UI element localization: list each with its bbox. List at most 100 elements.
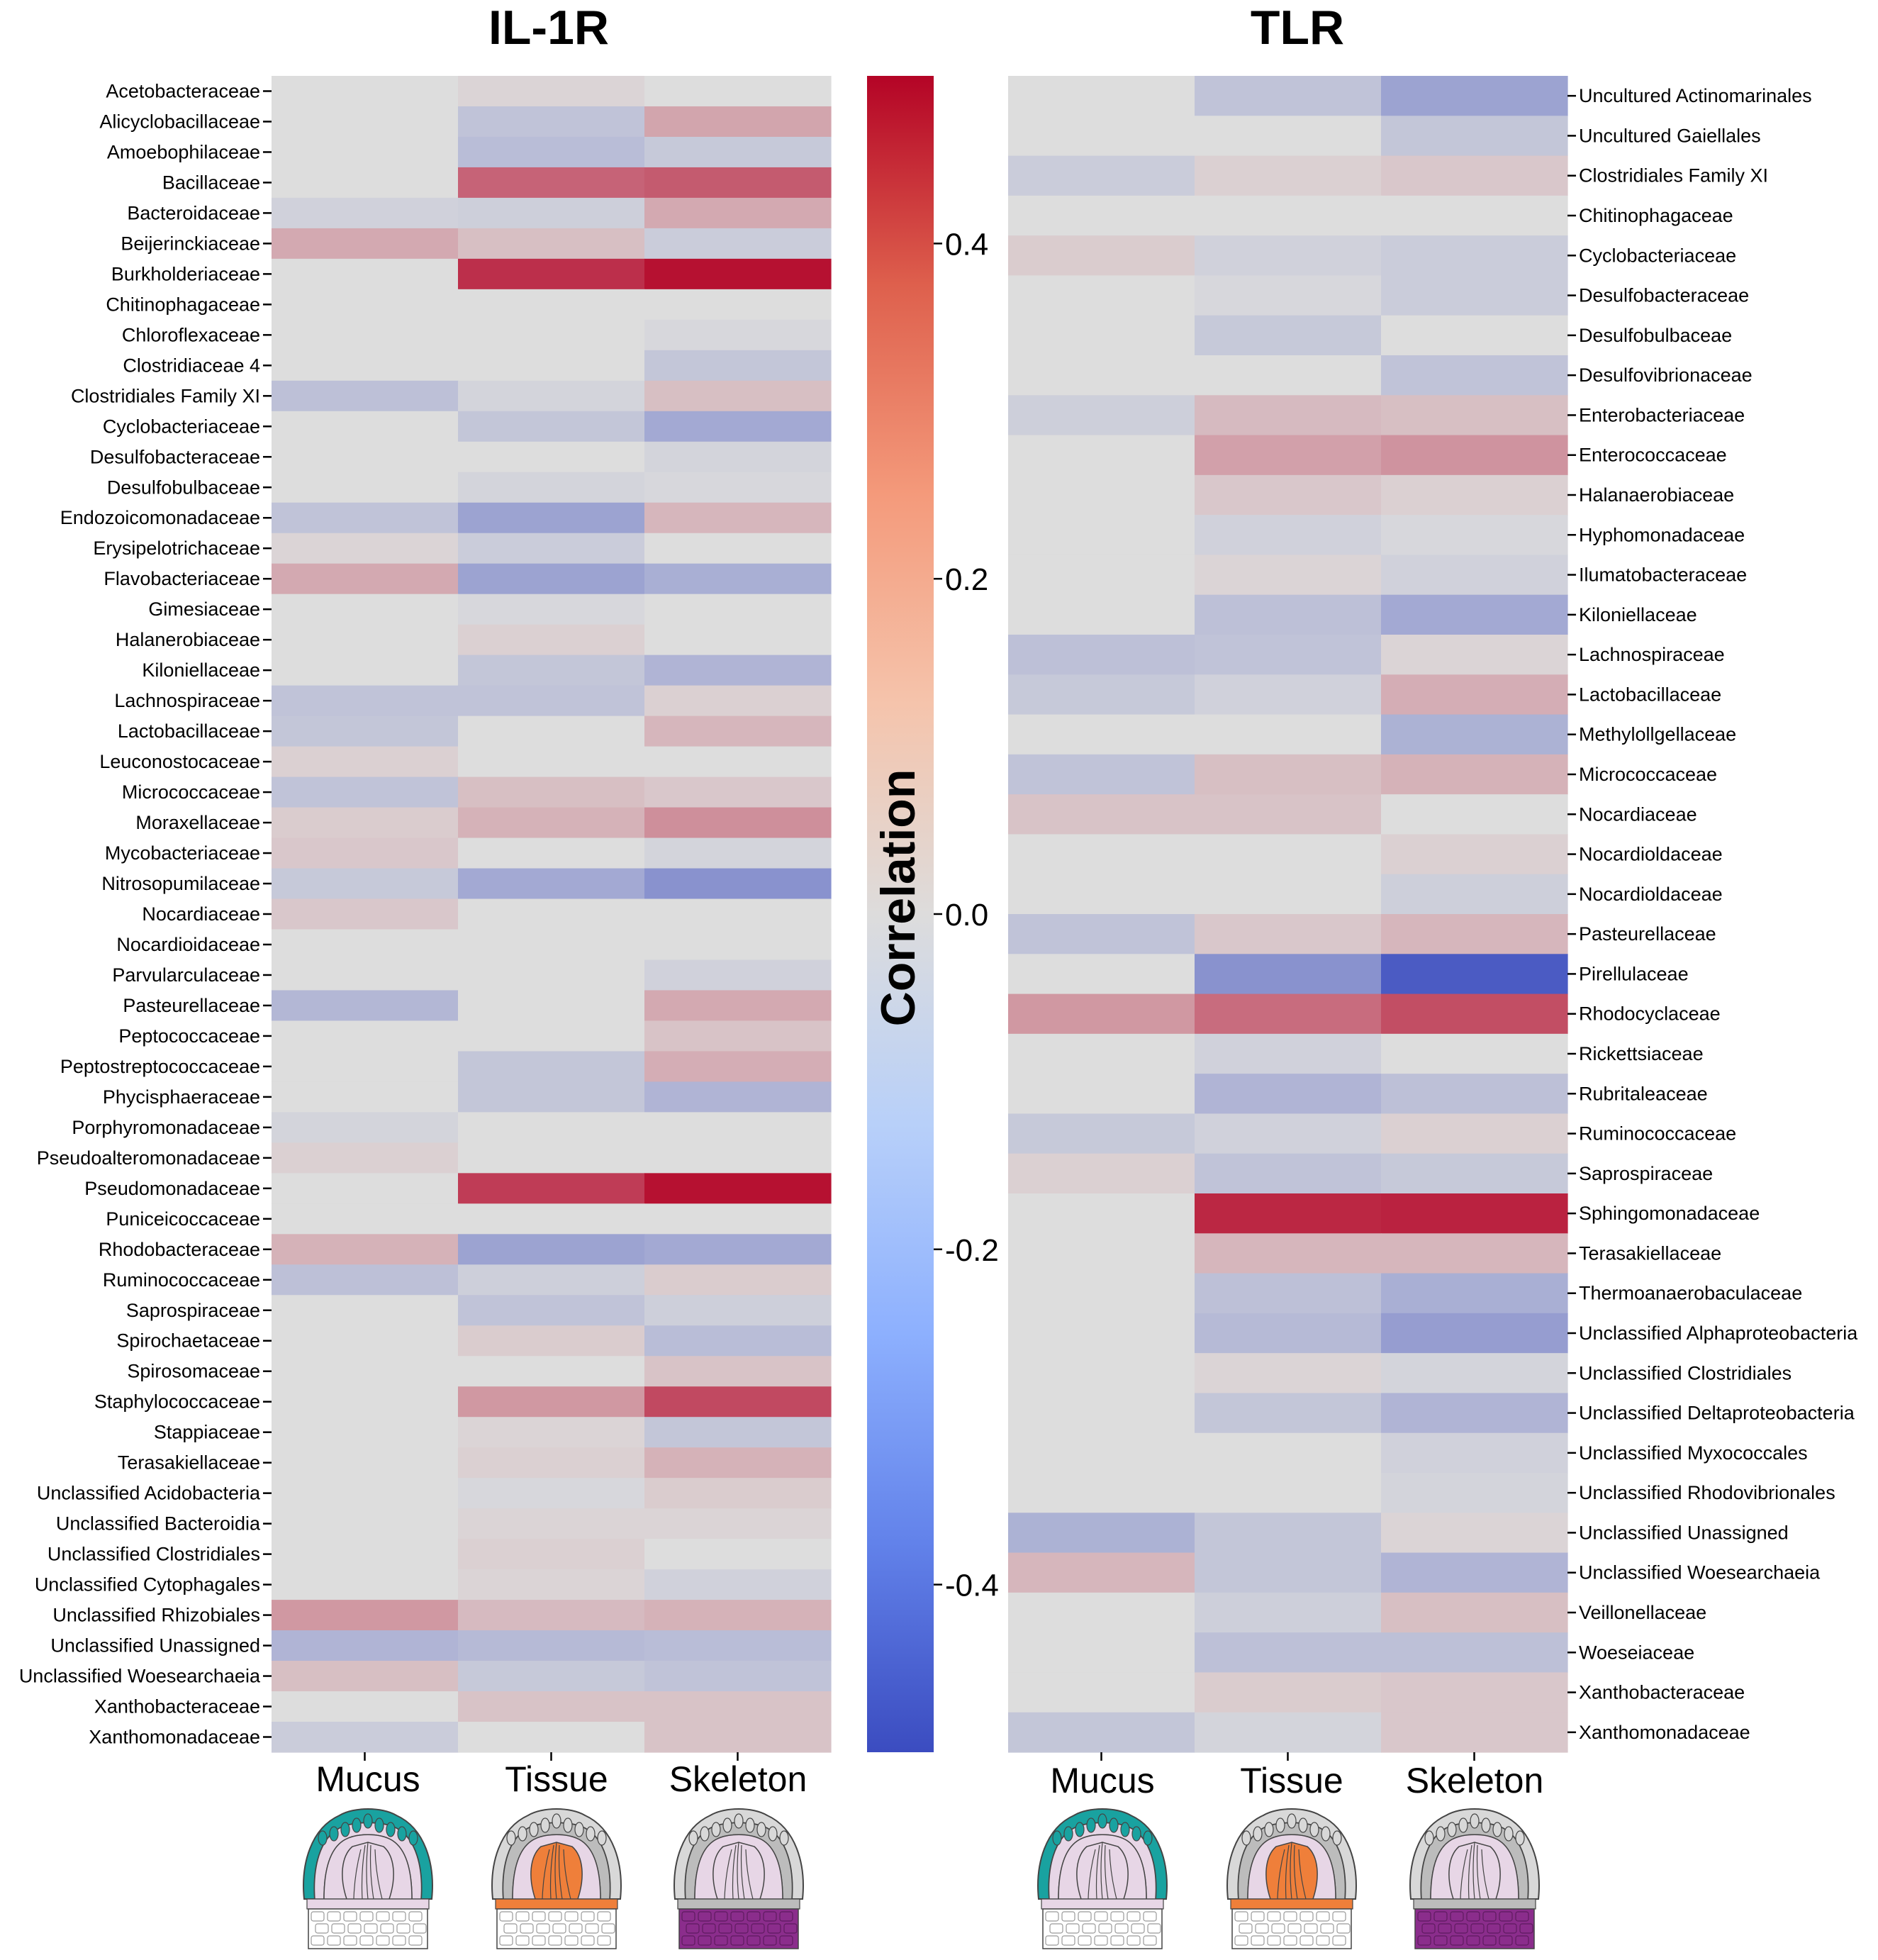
il1r-cell-r39-c2 (644, 1264, 832, 1296)
il1r-cell-r14-c0 (272, 502, 459, 534)
coral-tentacle (1063, 1826, 1073, 1842)
tlr-cell-r14-c1 (1195, 635, 1382, 675)
il1r-cell-r24-c1 (458, 807, 645, 839)
tlr-cell-r32-c1 (1195, 1353, 1382, 1394)
il1r-cell-r42-c2 (644, 1356, 832, 1387)
il1r-cell-r19-c1 (458, 655, 645, 686)
coral-mesentery-line (353, 1849, 362, 1900)
coral-skeleton-cell (698, 1911, 712, 1922)
tlr-row-label: Veillonellaceae (1579, 1602, 1706, 1623)
colorbar: 0.4 0.2 0.0 -0.2 -0.4 Correlation (867, 76, 999, 1752)
il1r-cell-r27-c1 (458, 898, 645, 930)
coral-skeleton-cell (1251, 1935, 1265, 1946)
il1r-cell-r20-c1 (458, 685, 645, 717)
coral-tentacle (1264, 1822, 1274, 1837)
il1r-cell-r36-c0 (272, 1173, 459, 1204)
il1r-cell-r43-c2 (644, 1386, 832, 1418)
coral-skeleton-cell (1267, 1911, 1281, 1922)
colorbar-tick-label: -0.4 (945, 1569, 999, 1603)
tlr-cell-r25-c2 (1381, 1074, 1568, 1115)
il1r-row-label: Micrococcaceae (122, 781, 260, 803)
coral-skeleton-cell (311, 1935, 325, 1946)
il1r-cell-r23-c1 (458, 776, 645, 808)
tlr-cell-r28-c1 (1195, 1193, 1382, 1234)
tlr-cell-r20-c1 (1195, 874, 1382, 915)
coral-skeleton-cell (1433, 1911, 1448, 1922)
il1r-cell-r18-c2 (644, 624, 832, 656)
coral-tentacle (1436, 1826, 1446, 1842)
coral-polyp-tissue-icon (1226, 1808, 1357, 1949)
tlr-cell-r19-c2 (1381, 834, 1568, 875)
tlr-row-label: Xanthobacteraceae (1579, 1682, 1745, 1703)
il1r-row-label: Saprospiraceae (126, 1300, 260, 1321)
coral-skeleton-cell (1304, 1923, 1318, 1934)
il1r-row-label: Moraxellaceae (135, 812, 260, 833)
il1r-row-label: Lactobacillaceae (118, 720, 260, 742)
il1r-row-label: Unclassified Bacteroidia (56, 1513, 261, 1535)
tlr-cell-r0-c1 (1195, 76, 1382, 116)
il1r-cell-r38-c1 (458, 1234, 645, 1265)
tlr-cell-r4-c1 (1195, 235, 1382, 277)
tlr-cell-r40-c2 (1381, 1672, 1568, 1713)
coral-skeleton-cell (564, 1911, 579, 1922)
coral-skeleton-cell (1094, 1935, 1108, 1946)
tlr-cell-r2-c2 (1381, 155, 1568, 196)
il1r-row-label: Gimesiaceae (148, 598, 260, 620)
il1r-cell-r34-c1 (458, 1112, 645, 1143)
coral-tentacle (1097, 1813, 1107, 1829)
tlr-row-label: Clostridiales Family XI (1579, 165, 1768, 186)
il1r-row-label: Xanthomonadaceae (89, 1727, 260, 1748)
coral-tentacle (1052, 1830, 1062, 1846)
coral-tentacle (563, 1817, 573, 1833)
coral-skeleton-cell (1417, 1935, 1431, 1946)
il1r-row-label: Lachnospiraceae (114, 690, 260, 711)
colorbar-tick-label: 0.2 (945, 562, 988, 597)
il1r-cell-r47-c1 (458, 1508, 645, 1539)
coral-tentacle (700, 1826, 710, 1842)
il1r-cell-r7-c0 (272, 289, 459, 321)
tlr-cell-r30-c0 (1008, 1273, 1195, 1314)
coral-skeleton-cell (359, 1935, 374, 1946)
il1r-cell-r2-c0 (272, 136, 459, 168)
tlr-cell-r38-c1 (1195, 1592, 1382, 1633)
il1r-row-label: Bacteroidaceae (127, 202, 260, 223)
tlr-cell-r21-c1 (1195, 914, 1382, 954)
il1r-cell-r13-c1 (458, 472, 645, 503)
coral-mesentery-line (732, 1844, 737, 1900)
il1r-cell-r3-c1 (458, 167, 645, 199)
coral-tentacle (1143, 1830, 1153, 1846)
tlr-cell-r24-c1 (1195, 1033, 1382, 1074)
coral-basal-tissue (1413, 1898, 1536, 1910)
tlr-cell-r4-c0 (1008, 235, 1195, 277)
il1r-cell-r9-c0 (272, 350, 459, 382)
il1r-cell-r49-c0 (272, 1569, 459, 1600)
coral-skeleton-cell (1234, 1935, 1248, 1946)
il1r-cell-r14-c2 (644, 502, 832, 534)
coral-tentacle (1131, 1826, 1141, 1842)
coral-skeleton-cell (763, 1935, 777, 1946)
il1r-row-label: Rhodobacteraceae (99, 1239, 260, 1260)
coral-tentacle (1253, 1826, 1263, 1842)
coral-skeleton-cell (1466, 1911, 1480, 1922)
tlr-row-label: Unclassified Rhodovibrionales (1579, 1482, 1835, 1503)
il1r-cell-r29-c2 (644, 959, 832, 991)
coral-tentacle (540, 1817, 550, 1833)
il1r-cell-r30-c0 (272, 990, 459, 1022)
il1r-cell-r45-c2 (644, 1447, 832, 1479)
tlr-cell-r37-c0 (1008, 1552, 1195, 1593)
colorbar-label: Correlation (871, 769, 925, 1027)
coral-skeleton-cell (1098, 1923, 1112, 1934)
il1r-cell-r23-c2 (644, 776, 832, 808)
il1r-cell-r25-c2 (644, 837, 832, 869)
il1r-cell-r32-c1 (458, 1051, 645, 1082)
coral-skeleton-cell (1454, 1923, 1468, 1934)
il1r-cell-r35-c1 (458, 1142, 645, 1174)
coral-skeleton-cell (730, 1911, 744, 1922)
il1r-row-label: Amoebophilaceae (107, 141, 260, 162)
il1r-row-label: Xanthobacteraceae (94, 1696, 260, 1717)
tlr-cell-r28-c2 (1381, 1193, 1568, 1234)
tlr-cell-r35-c0 (1008, 1473, 1195, 1513)
coral-tentacle (386, 1822, 396, 1837)
tlr-row-label: Unclassified Myxococcales (1579, 1442, 1808, 1464)
il1r-panel-title: IL-1R (488, 1, 609, 55)
